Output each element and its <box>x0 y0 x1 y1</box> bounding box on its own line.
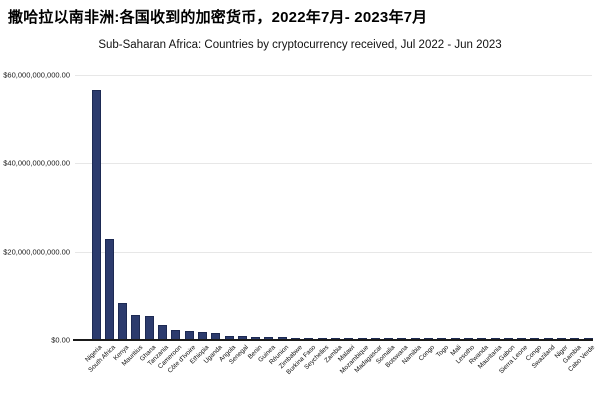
gridline <box>75 75 592 76</box>
y-tick-label: $0.00 <box>51 335 70 345</box>
x-axis-line <box>73 339 593 341</box>
x-axis-tick-labels: Nigeria South Africa Kenya Mauritius Ghana Ta… <box>75 344 596 400</box>
y-tick-label: $60,000,000,000.00 <box>3 70 70 80</box>
y-tick-label: $40,000,000,000.00 <box>3 158 70 168</box>
bar <box>144 316 154 340</box>
bar-chart-plot <box>75 75 593 340</box>
gridline <box>75 251 592 253</box>
y-tick-label: $20,000,000,000.00 <box>3 247 70 257</box>
chart-title: Sub-Saharan Africa: Countries by cryptoc… <box>98 39 502 51</box>
y-axis-tick-labels: $0.00 $20,000,000,000.00 $40,000,000,000.0… <box>0 71 70 345</box>
page-title: 撒哈拉以南非洲:各国收到的加密货币，2022年7月- 2023年7月 <box>8 9 428 26</box>
bar <box>118 302 128 340</box>
x-tick-label: Togo <box>434 344 450 359</box>
bar <box>91 89 101 340</box>
bar <box>131 314 141 340</box>
bar <box>104 238 114 340</box>
gridline <box>75 163 592 165</box>
bar <box>158 324 167 340</box>
